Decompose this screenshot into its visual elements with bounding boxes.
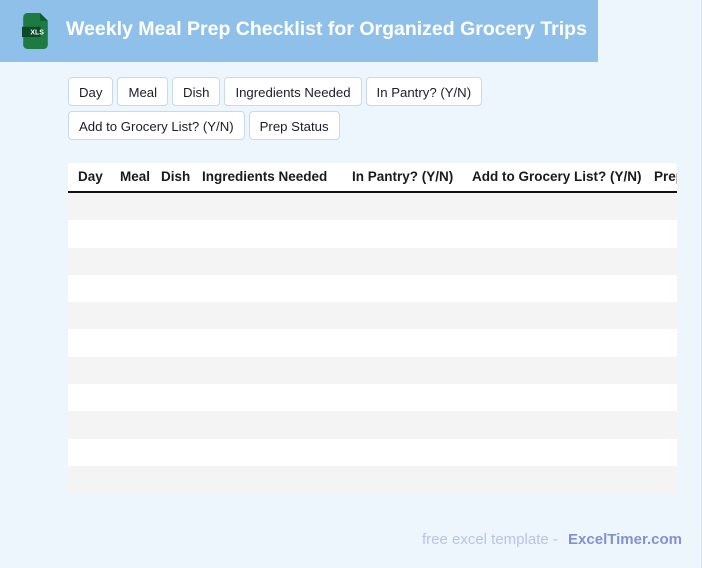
svg-text:XLS: XLS — [30, 29, 44, 36]
